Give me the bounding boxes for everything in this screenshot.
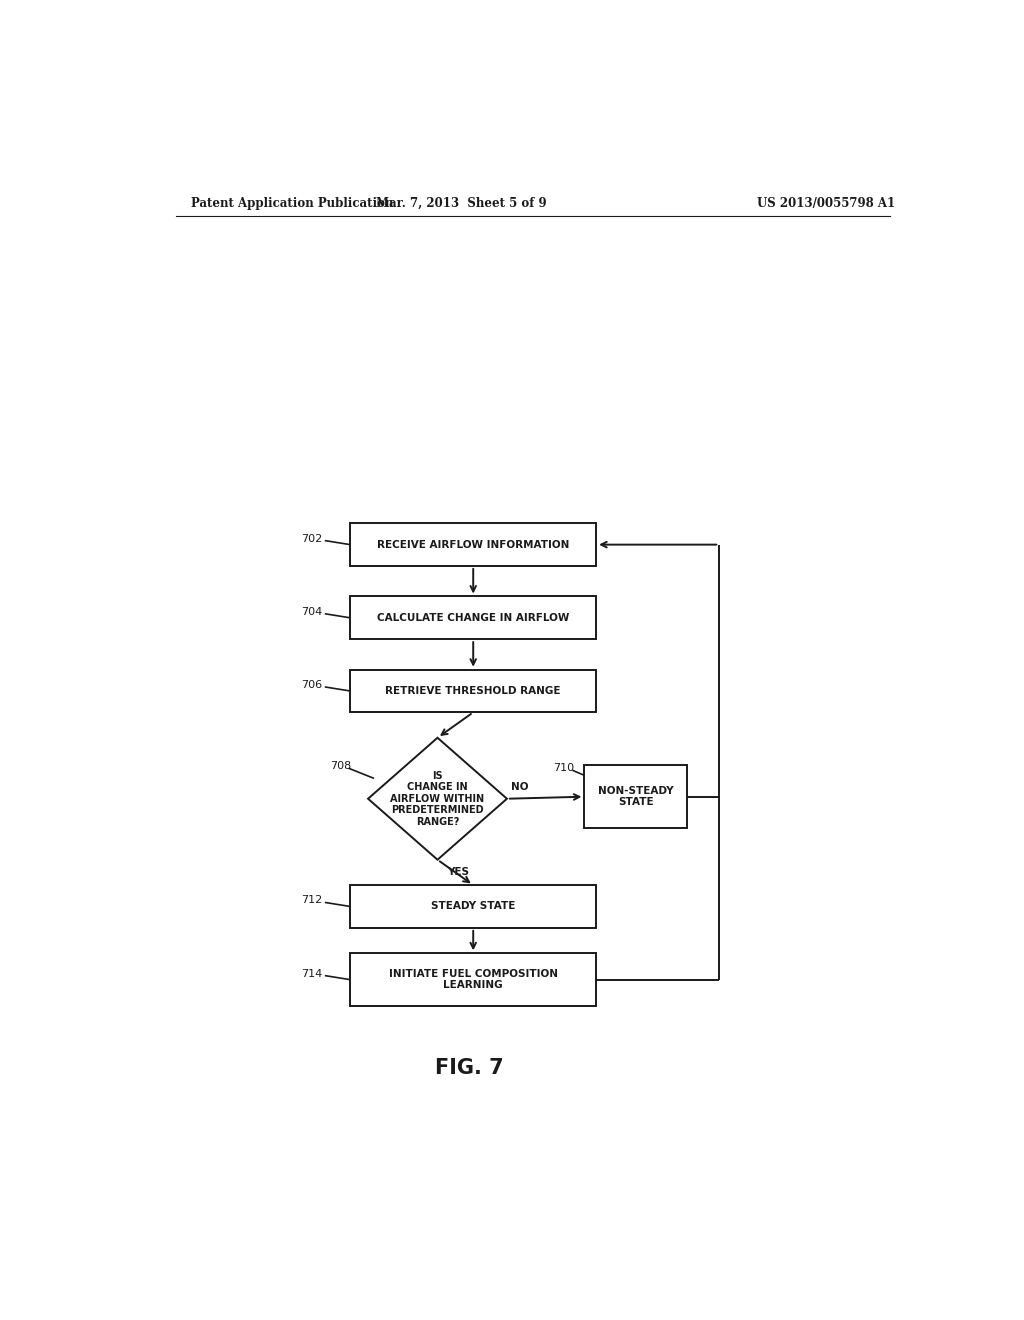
Text: RETRIEVE THRESHOLD RANGE: RETRIEVE THRESHOLD RANGE <box>385 686 561 696</box>
Text: 710: 710 <box>553 763 574 774</box>
Text: IS
CHANGE IN
AIRFLOW WITHIN
PREDETERMINED
RANGE?: IS CHANGE IN AIRFLOW WITHIN PREDETERMINE… <box>390 771 484 826</box>
Text: STEADY STATE: STEADY STATE <box>431 902 515 912</box>
Text: Patent Application Publication: Patent Application Publication <box>191 197 394 210</box>
Text: CALCULATE CHANGE IN AIRFLOW: CALCULATE CHANGE IN AIRFLOW <box>377 612 569 623</box>
Text: NO: NO <box>511 781 528 792</box>
FancyBboxPatch shape <box>350 597 596 639</box>
Text: US 2013/0055798 A1: US 2013/0055798 A1 <box>758 197 895 210</box>
FancyBboxPatch shape <box>350 886 596 928</box>
Text: 714: 714 <box>301 969 323 978</box>
Text: INITIATE FUEL COMPOSITION
LEARNING: INITIATE FUEL COMPOSITION LEARNING <box>389 969 558 990</box>
FancyBboxPatch shape <box>350 953 596 1006</box>
FancyBboxPatch shape <box>350 523 596 566</box>
Text: 712: 712 <box>301 895 323 906</box>
Text: FIG. 7: FIG. 7 <box>435 1059 504 1078</box>
Text: 706: 706 <box>301 680 323 690</box>
Polygon shape <box>368 738 507 859</box>
Text: Mar. 7, 2013  Sheet 5 of 9: Mar. 7, 2013 Sheet 5 of 9 <box>376 197 547 210</box>
Text: 708: 708 <box>331 762 351 771</box>
Text: NON-STEADY
STATE: NON-STEADY STATE <box>598 785 674 808</box>
FancyBboxPatch shape <box>350 669 596 713</box>
Text: 704: 704 <box>301 607 323 616</box>
Text: YES: YES <box>447 867 469 878</box>
Text: RECEIVE AIRFLOW INFORMATION: RECEIVE AIRFLOW INFORMATION <box>377 540 569 549</box>
FancyBboxPatch shape <box>585 766 687 828</box>
Text: 702: 702 <box>301 533 323 544</box>
